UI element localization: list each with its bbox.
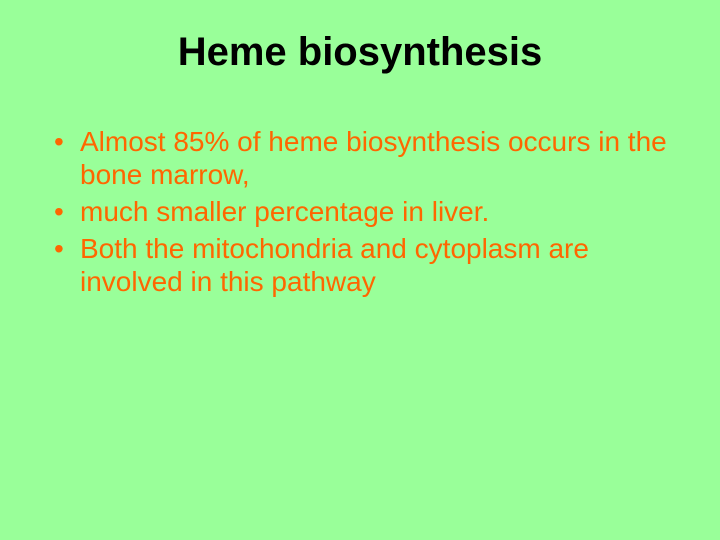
slide-title: Heme biosynthesis <box>40 30 680 75</box>
bullet-list: Almost 85% of heme biosynthesis occurs i… <box>50 125 670 298</box>
list-item: Almost 85% of heme biosynthesis occurs i… <box>50 125 670 191</box>
list-item: Both the mitochondria and cytoplasm are … <box>50 232 670 298</box>
list-item: much smaller percentage in liver. <box>50 195 670 228</box>
slide: Heme biosynthesis Almost 85% of heme bio… <box>0 0 720 540</box>
